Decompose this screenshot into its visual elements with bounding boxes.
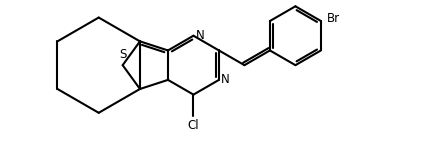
- Text: N: N: [195, 29, 204, 42]
- Text: S: S: [119, 48, 126, 61]
- Text: Br: Br: [327, 12, 340, 25]
- Text: Cl: Cl: [187, 119, 199, 132]
- Text: N: N: [221, 73, 230, 86]
